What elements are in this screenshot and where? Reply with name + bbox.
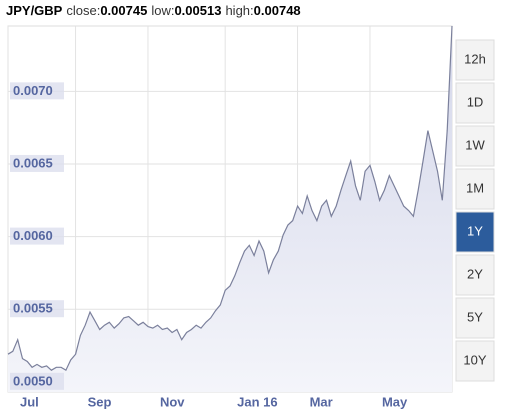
x-tick-label: Jul: [20, 394, 39, 409]
range-button[interactable]: 1Y: [455, 211, 495, 253]
stat-value: 0.00745: [100, 3, 147, 18]
chart-heading: JPY/GBP close:0.00745 low:0.00513 high:0.00…: [6, 3, 301, 18]
range-button-bg: [455, 340, 495, 382]
y-tick-label: 0.0065: [13, 155, 53, 170]
x-tick-label: Mar: [310, 394, 333, 409]
price-line: [7, 25, 453, 372]
range-button-label: 1D: [467, 94, 484, 109]
range-button-label: 12h: [464, 51, 486, 66]
x-tick-label: Jan 16: [237, 394, 277, 409]
y-tick-bg: [10, 227, 64, 245]
range-button[interactable]: 1W: [455, 125, 495, 167]
range-button-label: 5Y: [467, 309, 483, 324]
y-tick-label: 0.0070: [13, 83, 53, 98]
y-tick-bg: [10, 154, 64, 172]
range-button[interactable]: 2Y: [455, 254, 495, 296]
range-button[interactable]: 1D: [455, 82, 495, 124]
range-button-label: 2Y: [467, 266, 483, 281]
x-tick-label: May: [382, 394, 408, 409]
x-tick-label: Nov: [160, 394, 185, 409]
range-button-label: 1W: [465, 137, 485, 152]
y-tick-label: 0.0055: [13, 301, 53, 316]
pair-name: JPY/GBP: [6, 3, 63, 18]
range-button-label: 10Y: [463, 352, 486, 367]
range-button-bg: [455, 254, 495, 296]
range-button-bg: [455, 297, 495, 339]
range-button-bg: [455, 125, 495, 167]
range-button-bg: [455, 82, 495, 124]
stat-label: close:: [66, 3, 100, 18]
stat-value: 0.00513: [174, 3, 221, 18]
range-button-label: 1M: [466, 180, 484, 195]
stat-label: low:: [151, 3, 174, 18]
y-tick-label: 0.0060: [13, 228, 53, 243]
range-button[interactable]: 12h: [455, 39, 495, 81]
range-button-bg: [455, 39, 495, 81]
range-button[interactable]: 5Y: [455, 297, 495, 339]
y-tick-bg: [10, 300, 64, 318]
range-button-label: 1Y: [467, 223, 483, 238]
stat-value: 0.00748: [254, 3, 301, 18]
area-fill: [8, 26, 452, 392]
y-tick-label: 0.0050: [13, 373, 53, 388]
x-tick-label: Sep: [88, 394, 112, 409]
stat-label: high:: [225, 3, 253, 18]
range-button-bg: [455, 168, 495, 210]
y-tick-bg: [10, 372, 64, 390]
range-button[interactable]: 1M: [455, 168, 495, 210]
range-button[interactable]: 10Y: [455, 340, 495, 382]
range-button-bg: [455, 211, 495, 253]
y-tick-bg: [10, 82, 64, 100]
